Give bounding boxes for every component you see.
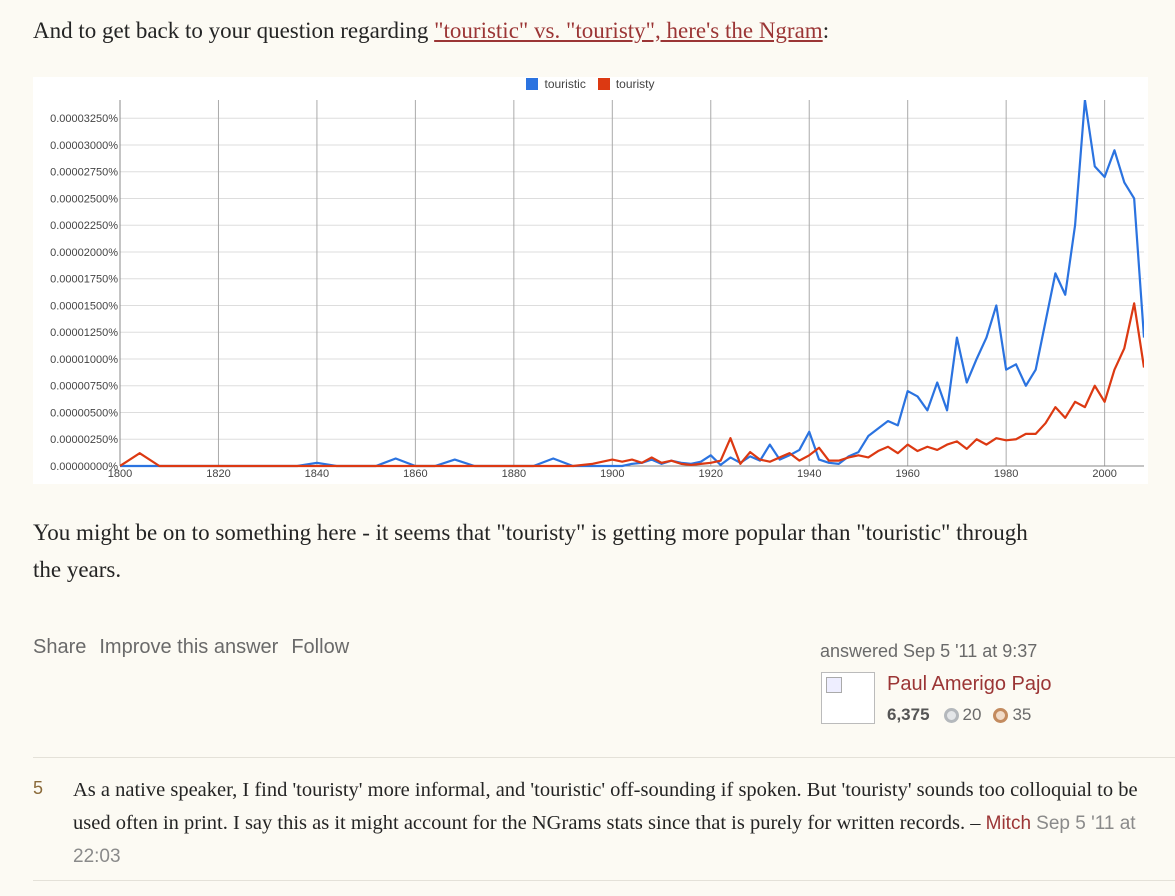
intro-end: : <box>822 18 830 43</box>
x-tick-label: 1860 <box>403 468 427 480</box>
y-tick-label: 0.00003000% <box>50 140 118 152</box>
x-tick-label: 2000 <box>1092 468 1116 480</box>
divider <box>33 757 1175 758</box>
x-tick-label: 1960 <box>895 468 919 480</box>
ngram-link[interactable]: "touristic" vs. "touristy", here's the N… <box>434 18 823 43</box>
silver-count: 20 <box>962 705 982 724</box>
divider <box>33 880 1175 881</box>
y-tick-label: 0.00000250% <box>50 434 118 446</box>
chart: 0.00000000% 0.00000250% 0.00000500% 0.00000… <box>50 100 1144 480</box>
series-line <box>120 302 1144 468</box>
x-tick-label: 1820 <box>206 468 230 480</box>
silver-badge-icon <box>943 707 959 723</box>
y-tick-label: 0.00000000% <box>50 461 118 473</box>
series-line <box>120 100 1144 468</box>
x-tick-label: 1880 <box>502 468 526 480</box>
x-tick-label: 1900 <box>600 468 624 480</box>
legend-label: touristic <box>544 77 586 91</box>
post-actions: Share Improve this answer Follow <box>33 636 349 659</box>
answered-time: answered Sep 5 '11 at 9:37 <box>820 641 1038 661</box>
x-tick-label: 1840 <box>305 468 329 480</box>
x-tick-label: 1920 <box>699 468 723 480</box>
y-tick-label: 0.00003250% <box>50 113 118 125</box>
intro: And to get back to your question regardi… <box>33 12 829 49</box>
x-tick-label: 1980 <box>994 468 1018 480</box>
y-tick-label: 0.00002250% <box>50 220 118 232</box>
reputation: 6,375 <box>887 705 930 724</box>
comment-author[interactable]: Mitch <box>985 813 1032 834</box>
legend-item: touristic <box>526 77 586 91</box>
y-tick-label: 0.00000750% <box>50 381 118 393</box>
y-tick-label: 0.00002500% <box>50 193 118 205</box>
legend: touristic touristy <box>33 77 1148 91</box>
bronze-badge-icon <box>993 707 1009 723</box>
legend-label: touristy <box>615 77 655 91</box>
intro-text: And to get back to your question regardi… <box>33 18 435 43</box>
broken-image-icon <box>826 677 842 693</box>
y-tick-label: 0.00001250% <box>50 327 118 339</box>
avatar[interactable] <box>821 672 875 724</box>
follow[interactable]: Follow <box>291 636 350 658</box>
y-tick-label: 0.00002000% <box>50 247 118 259</box>
comment: As a native speaker, I find 'touristy' m… <box>73 774 1143 873</box>
answer-text: You might be on to something here - it s… <box>33 520 1028 582</box>
plot-area <box>120 100 1144 468</box>
y-tick-label: 0.00000500% <box>50 407 118 419</box>
y-tick-label: 0.00001000% <box>50 354 118 366</box>
y-tick-label: 0.00001500% <box>50 300 118 312</box>
comment-date: Sep 5 '11 at 22:03 <box>73 813 1136 867</box>
legend-item: touristy <box>597 77 655 91</box>
user-name[interactable]: Paul Amerigo Pajo <box>887 673 1052 695</box>
share[interactable]: Share <box>33 636 87 658</box>
x-tick-label: 1940 <box>797 468 821 480</box>
legend-swatch <box>597 78 610 90</box>
legend-swatch <box>526 78 539 90</box>
comment-text: As a native speaker, I find 'touristy' m… <box>73 779 1138 834</box>
improve[interactable]: Improve this answer <box>99 636 279 658</box>
y-tick-label: 0.00001750% <box>50 274 118 286</box>
bronze-count: 35 <box>1012 705 1032 724</box>
comment-score: 5 <box>33 778 44 798</box>
x-tick-label: 1800 <box>108 468 132 480</box>
y-tick-label: 0.00002750% <box>50 167 118 179</box>
chart-image: 0.00000000% 0.00000250% 0.00000500% 0.00000… <box>33 77 1148 484</box>
user-stats: 6,375 20 35 <box>887 705 1031 725</box>
